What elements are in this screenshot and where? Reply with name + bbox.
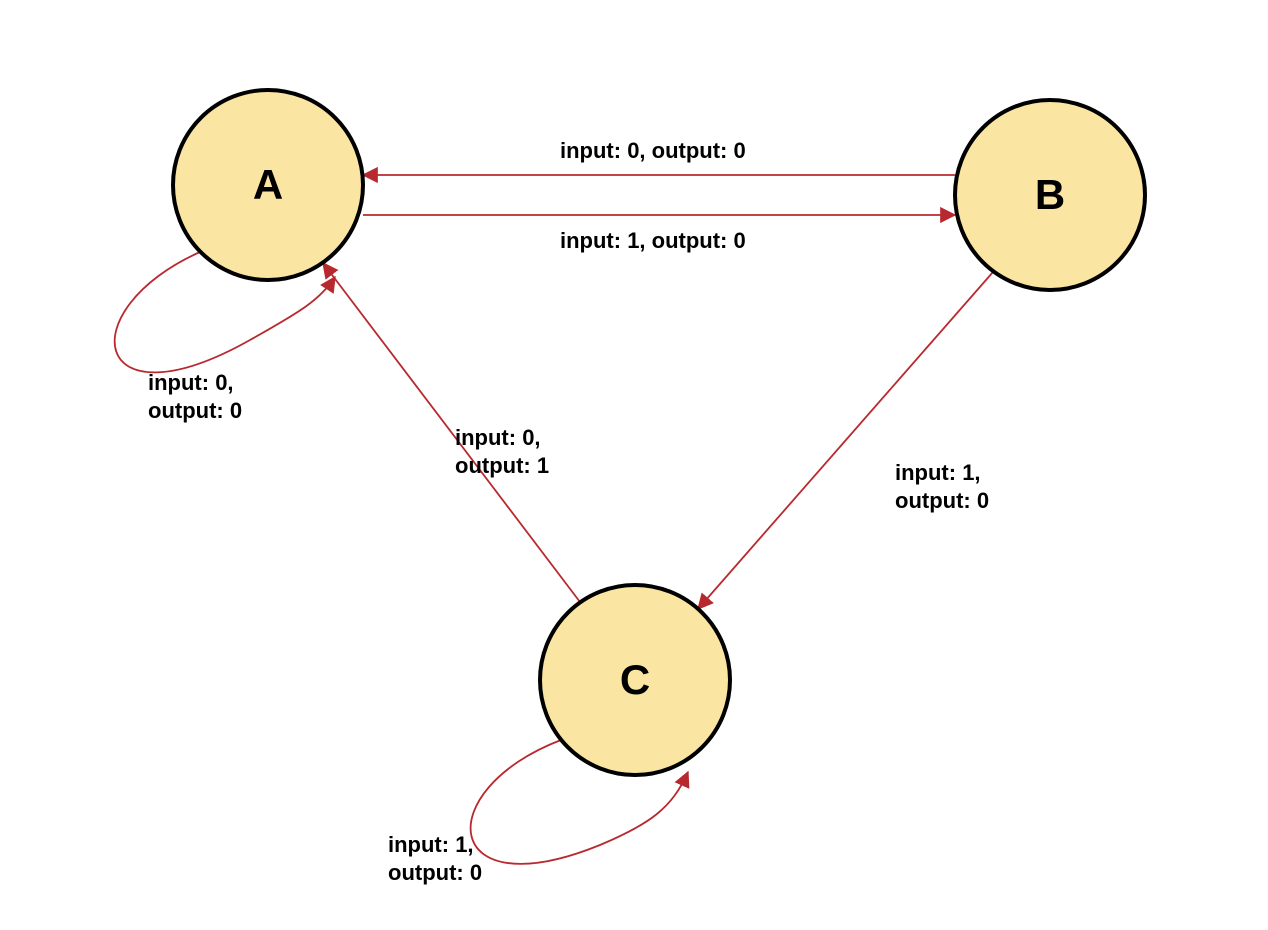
state-node-A: A (173, 90, 363, 280)
edge-C-to-A: input: 0, output: 1 (323, 263, 580, 602)
state-label-A: A (253, 161, 283, 208)
edge-label-CA: input: 0, output: 1 (455, 425, 549, 478)
state-node-C: C (540, 585, 730, 775)
edge-A-to-B: input: 1, output: 0 (363, 215, 955, 253)
state-node-B: B (955, 100, 1145, 290)
edge-B-to-A: input: 0, output: 0 (363, 138, 955, 175)
edge-A-self-loop: input: 0, output: 0 (115, 252, 335, 423)
edge-label-BC: input: 1, output: 0 (895, 460, 989, 513)
edge-label-CC: input: 1, output: 0 (388, 832, 482, 885)
edge-label-AA: input: 0, output: 0 (148, 370, 242, 423)
state-diagram: input: 0, output: 0 input: 1, output: 0 … (0, 0, 1268, 930)
edge-label-BA: input: 0, output: 0 (560, 138, 746, 163)
state-label-B: B (1035, 171, 1065, 218)
edge-label-AB: input: 1, output: 0 (560, 228, 746, 253)
state-label-C: C (620, 656, 650, 703)
edge-B-to-C: input: 1, output: 0 (698, 272, 993, 609)
